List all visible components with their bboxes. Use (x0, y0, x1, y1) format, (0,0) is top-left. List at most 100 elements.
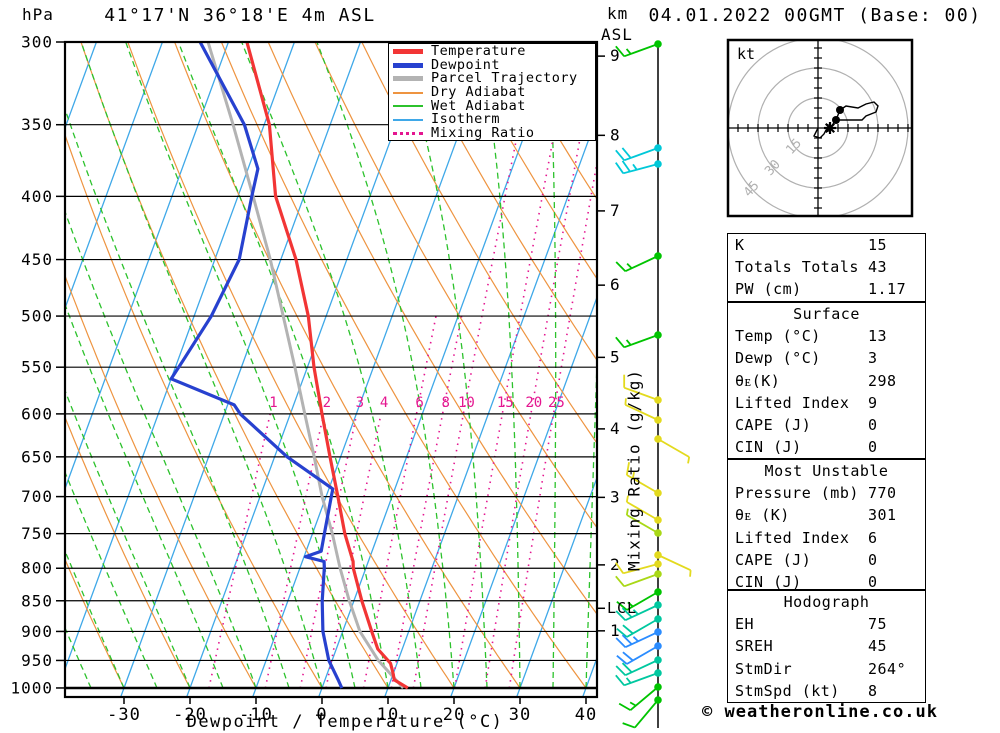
wind-barb-shaft (623, 334, 659, 349)
stat-label: SREH (735, 637, 774, 656)
legend-label: Wet Adiabat (431, 97, 526, 114)
pressure-tick-label: 850 (21, 591, 53, 610)
table-row: Dewp (°C) 3 (728, 347, 925, 369)
legend-label: Mixing Ratio (431, 124, 535, 141)
km-tick-label: 2 (610, 555, 620, 574)
wind-barb-tick (622, 722, 636, 729)
pressure-tick-label: 450 (21, 250, 53, 269)
wind-barb-shaft (623, 672, 659, 687)
wind-barb (615, 656, 662, 677)
wind-barb (615, 252, 662, 273)
stat-label: θᴇ(K) (735, 371, 781, 390)
stat-label: StmDir (735, 659, 793, 678)
wind-barb-shaft (626, 474, 659, 494)
wind-barb-tick (622, 624, 634, 635)
wind-barb-shaft (624, 659, 659, 677)
wind-barb-tick (621, 160, 631, 173)
table-row: StmSpd (kt) 8 (728, 680, 925, 702)
dry-adiabat-line (65, 557, 125, 689)
stat-label: CIN (J) (735, 572, 802, 591)
wind-barb-shaft (626, 501, 659, 521)
stat-label: PW (cm) (735, 280, 802, 299)
wind-barb (625, 462, 662, 497)
wind-barb (615, 669, 662, 687)
skewt-background: 1 2 3 4 6 8 10 15 20 25 (65, 42, 597, 697)
stat-value: 9 (868, 393, 878, 412)
wind-barb-shaft (626, 645, 659, 665)
legend-label: Dry Adiabat (431, 84, 526, 101)
isotherm-line (120, 42, 362, 697)
pressure-tick-label: 650 (21, 447, 53, 466)
table-row: Totals Totals 43 (728, 256, 925, 278)
lcl-label: LCL (607, 599, 638, 617)
wind-barb-dot (654, 331, 662, 339)
wind-barb-tick (615, 610, 627, 621)
table-row: Temp (°C) 13 (728, 325, 925, 347)
legend-swatch-wet-adiabat (393, 105, 423, 108)
stats-table-header: Hodograph (783, 593, 870, 611)
pressure-tick-label: 750 (21, 524, 53, 543)
stat-label: CAPE (J) (735, 550, 812, 569)
legend-label: Parcel Trajectory (431, 70, 578, 87)
mixing-ratio-value-label: 3 (356, 395, 364, 411)
wind-barb-tick (687, 456, 691, 464)
legend-item: Parcel Trajectory (393, 72, 595, 86)
stats-table-header: Most Unstable (764, 462, 889, 480)
stat-value: 0 (868, 438, 878, 457)
temp-tick-label: -20 (173, 705, 207, 725)
wind-barb (615, 144, 662, 162)
isotherm-line (186, 42, 428, 697)
wind-barb-shaft (623, 43, 659, 58)
wind-barb-tick (622, 651, 634, 662)
stat-label: Totals Totals (735, 258, 859, 277)
stat-label: Lifted Index (735, 393, 850, 412)
wind-barb-dot (654, 529, 662, 537)
stat-value: 301 (868, 506, 897, 525)
stat-label: θᴇ (K) (735, 506, 790, 525)
stat-value: 770 (868, 484, 897, 503)
stat-label: Pressure (mb) (735, 484, 859, 503)
stat-value: 43 (868, 258, 888, 277)
stat-value: 0 (868, 415, 878, 434)
pressure-tick-label: 950 (21, 651, 53, 670)
wind-barb (618, 683, 662, 711)
wind-barb-tick (615, 45, 625, 57)
table-row: CIN (J) 0 (728, 436, 925, 458)
stat-label: Dewp (°C) (735, 349, 821, 368)
wind-barb (615, 628, 662, 649)
stat-value: 45 (868, 637, 888, 656)
storm-motion-marker (824, 122, 836, 134)
wind-barb-tick (626, 263, 633, 269)
isotherm-line (252, 42, 494, 697)
table-row: PW (cm) 1.17 (728, 278, 925, 300)
wind-barb-tick (615, 575, 625, 587)
wind-barb-dot (654, 615, 662, 623)
hodograph-trace (813, 101, 879, 139)
plot-border (63, 40, 599, 699)
stat-label: Temp (°C) (735, 327, 821, 346)
wind-barb-tick (624, 398, 627, 405)
wind-barb (654, 551, 692, 577)
table-row: θᴇ(K) 298 (728, 370, 925, 392)
wind-barb (615, 160, 662, 175)
wind-barb-tick (625, 495, 629, 503)
mixing-ratio-line (325, 413, 382, 689)
mixing-ratio-value-label: 8 (441, 395, 449, 411)
stats-table-indices: K 15 Totals Totals 43 PW (cm) 1.17 (727, 233, 926, 302)
wind-barb (625, 495, 662, 524)
wind-barb (623, 374, 662, 404)
km-tick-label: 1 (610, 621, 620, 640)
hodograph-unit-label: kt (737, 45, 756, 63)
hodograph-ring-label: 15 (783, 136, 805, 158)
wind-barb-dot (654, 696, 662, 704)
copyright-watermark: © weatheronline.co.uk (702, 702, 938, 722)
dry-adiabat-line (408, 42, 597, 362)
wind-barb-shaft (657, 438, 690, 458)
wind-barb (616, 588, 662, 611)
legend-swatch-mixing-ratio (393, 131, 423, 135)
wind-barb-tick (615, 562, 624, 574)
wind-barb-dot (654, 144, 662, 152)
wind-barb-tick (615, 674, 625, 686)
wind-barb (622, 696, 662, 729)
